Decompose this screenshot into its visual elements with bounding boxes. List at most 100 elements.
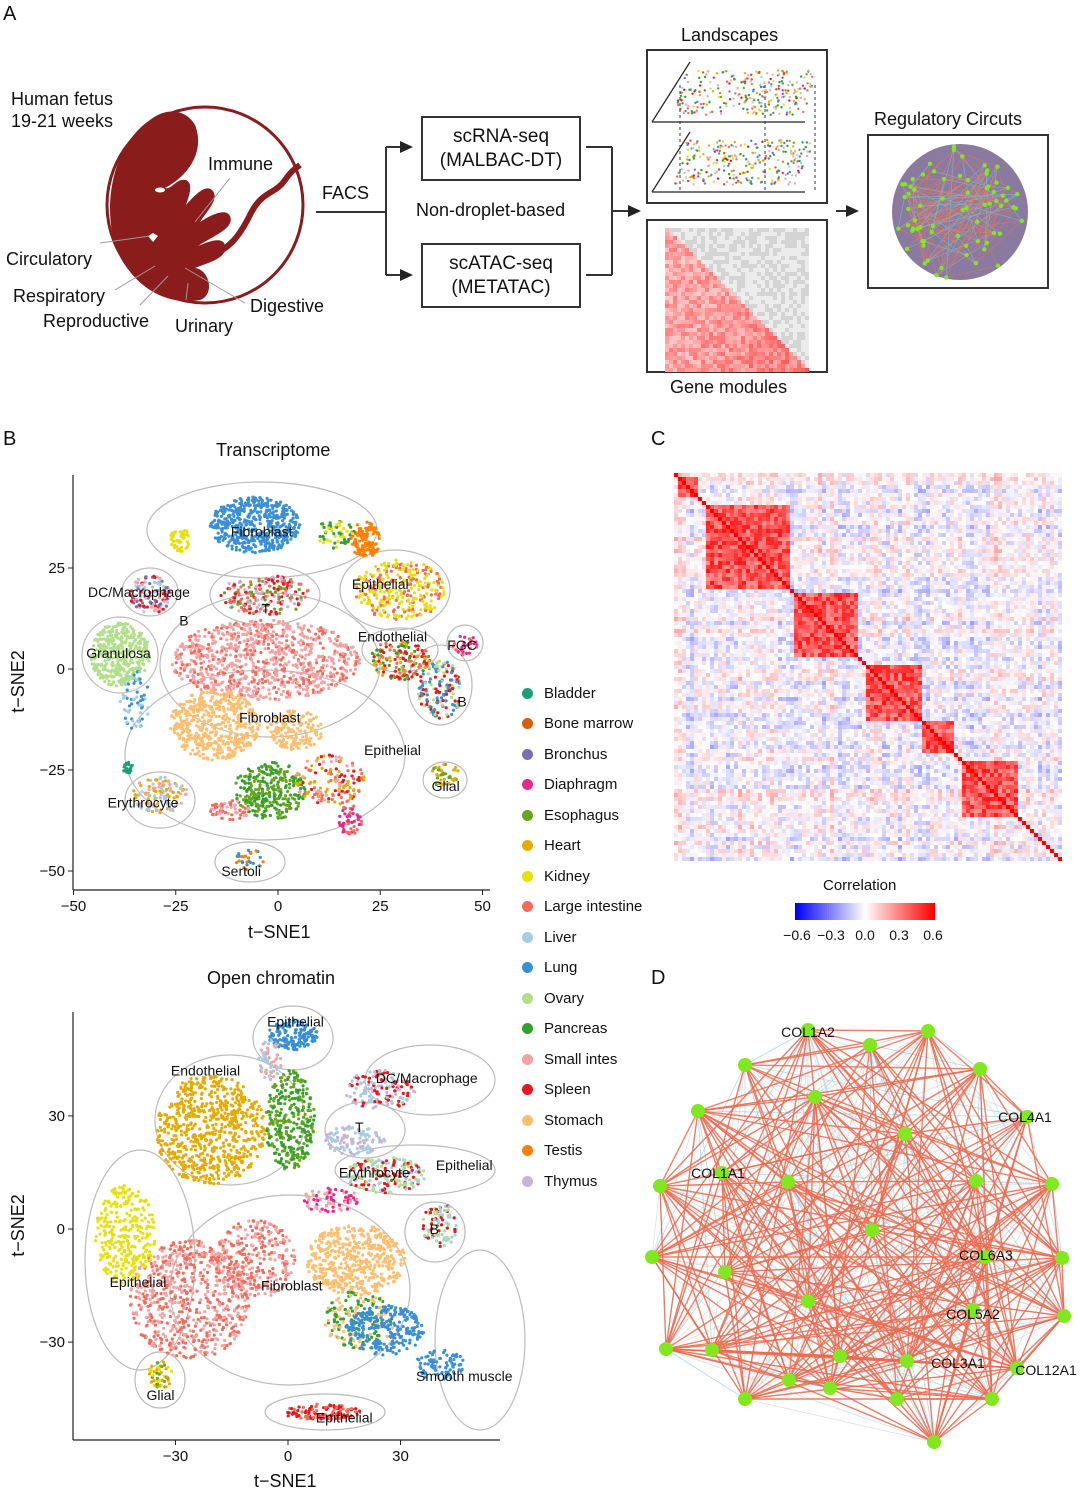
gene-module-cell bbox=[757, 332, 761, 336]
gene-module-cell bbox=[777, 320, 781, 324]
cell-point bbox=[214, 667, 219, 671]
gene-module-cell bbox=[753, 336, 757, 340]
cell-point bbox=[101, 633, 105, 637]
gene-module-cell bbox=[765, 328, 769, 332]
cell-point bbox=[409, 586, 414, 590]
cell-point bbox=[286, 528, 290, 532]
gene-module-cell bbox=[761, 252, 765, 256]
landscape-point bbox=[742, 171, 745, 174]
landscape-point bbox=[780, 106, 783, 109]
gene-module-cell bbox=[709, 312, 713, 316]
gene-module-cell bbox=[665, 328, 669, 332]
landscape-point bbox=[680, 99, 683, 102]
gene-module-cell bbox=[757, 268, 761, 272]
gene-module-cell bbox=[681, 280, 685, 284]
gene-module-cell bbox=[773, 368, 777, 372]
cell-point bbox=[199, 668, 203, 672]
cell-point bbox=[302, 624, 306, 628]
gene-module-cell bbox=[733, 320, 737, 324]
gene-module-cell bbox=[709, 348, 713, 352]
cell-point bbox=[387, 562, 391, 566]
cell-point bbox=[267, 535, 271, 539]
gene-module-cell bbox=[757, 320, 761, 324]
landscape-point bbox=[711, 90, 715, 93]
cell-point bbox=[226, 748, 230, 752]
gene-module-cell bbox=[725, 352, 729, 356]
gene-module-cell bbox=[733, 344, 737, 348]
cell-point bbox=[419, 579, 423, 584]
gene-module-cell bbox=[793, 284, 797, 288]
gene-module-cell bbox=[701, 304, 705, 308]
network-node bbox=[906, 206, 911, 212]
cell-point bbox=[248, 626, 252, 630]
gene-module-cell bbox=[689, 324, 693, 328]
gene-module-cell bbox=[797, 336, 801, 340]
gene-module-cell bbox=[793, 320, 797, 324]
cell-point bbox=[335, 650, 339, 654]
gene-module-cell bbox=[673, 272, 677, 276]
cell-point bbox=[240, 701, 245, 705]
gene-module-cell bbox=[761, 284, 765, 288]
gene-module-cell bbox=[749, 288, 753, 292]
cell-point bbox=[309, 646, 314, 651]
axis-line bbox=[651, 131, 691, 193]
gene-module-cell bbox=[733, 260, 737, 264]
landscape-point bbox=[729, 159, 733, 163]
gene-module-cell bbox=[713, 260, 717, 264]
cell-point bbox=[272, 510, 276, 514]
gene-module-cell bbox=[673, 228, 677, 232]
cell-point bbox=[234, 643, 238, 647]
cell-point bbox=[279, 546, 283, 550]
landscape-point bbox=[723, 155, 727, 158]
gene-module-cell bbox=[709, 320, 713, 324]
landscape-point bbox=[692, 105, 695, 108]
gene-module-cell bbox=[797, 324, 801, 328]
gene-module-cell bbox=[793, 308, 797, 312]
cell-point bbox=[226, 642, 230, 646]
gene-module-cell bbox=[773, 312, 777, 316]
cell-point bbox=[206, 686, 210, 690]
cell-point bbox=[369, 551, 373, 555]
gene-module-cell bbox=[721, 328, 725, 332]
gene-module-cell bbox=[685, 360, 689, 364]
gene-module-cell bbox=[741, 236, 745, 240]
gene-module-cell bbox=[785, 228, 789, 232]
gene-module-cell bbox=[729, 256, 733, 260]
cell-point bbox=[344, 661, 349, 665]
landscape-point bbox=[687, 104, 690, 108]
landscape-point bbox=[721, 70, 725, 74]
gene-module-cell bbox=[797, 268, 801, 272]
network-node bbox=[908, 184, 913, 189]
gene-module-cell bbox=[801, 300, 805, 304]
gene-module-cell bbox=[665, 368, 669, 372]
network-node bbox=[986, 184, 991, 189]
gene-module-cell bbox=[797, 328, 801, 332]
cell-point bbox=[306, 693, 310, 698]
cell-point bbox=[423, 581, 427, 585]
landscape-point bbox=[702, 178, 705, 181]
landscape-point bbox=[767, 103, 770, 106]
gene-module-cell bbox=[673, 368, 677, 372]
cell-point bbox=[200, 725, 204, 730]
cell-point bbox=[219, 520, 223, 524]
gene-module-cell bbox=[673, 232, 677, 236]
gene-module-cell bbox=[697, 360, 701, 364]
landscape-point bbox=[786, 92, 789, 95]
network-edge bbox=[946, 265, 999, 278]
gene-module-cell bbox=[765, 240, 769, 244]
gene-module-cell bbox=[805, 336, 809, 340]
gene-module-cell bbox=[665, 304, 669, 308]
cell-point bbox=[425, 565, 429, 569]
gene-module-cell bbox=[785, 232, 789, 236]
landscape-point bbox=[755, 92, 759, 95]
cell-point bbox=[274, 633, 279, 637]
cell-point bbox=[232, 538, 236, 542]
gene-module-cell bbox=[801, 252, 805, 256]
gene-module-cell bbox=[721, 260, 725, 264]
cell-point bbox=[250, 520, 254, 524]
gene-module-cell bbox=[765, 312, 769, 316]
gene-module-cell bbox=[717, 312, 721, 316]
cell-point bbox=[185, 530, 189, 534]
gene-module-cell bbox=[757, 280, 761, 284]
gene-module-cell bbox=[733, 336, 737, 340]
